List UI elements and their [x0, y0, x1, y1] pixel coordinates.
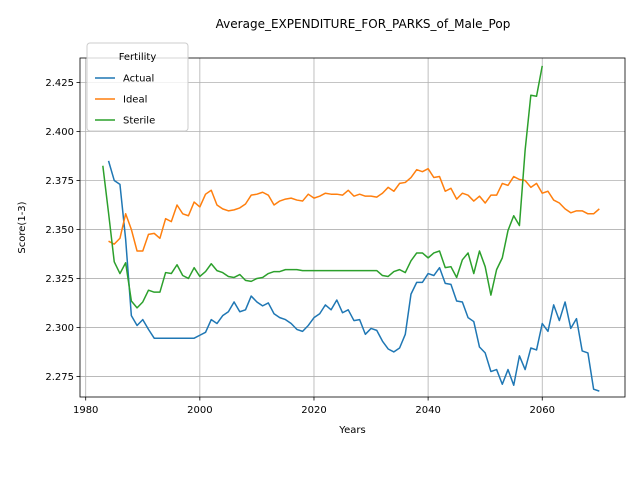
legend-label-actual: Actual [123, 74, 154, 85]
legend-title: Fertility [119, 52, 157, 63]
y-tick-label: 2.425 [45, 78, 74, 89]
y-axis-title: Score(1-3) [17, 201, 28, 253]
x-axis-title: Years [338, 425, 365, 436]
y-tick-label: 2.325 [45, 274, 74, 285]
legend: Fertility Actual Ideal Sterile [87, 43, 188, 131]
x-tick-label: 1980 [73, 405, 98, 416]
x-tick-label: 2020 [301, 405, 326, 416]
x-tick-label: 2000 [187, 405, 212, 416]
y-tick-label: 2.375 [45, 176, 74, 187]
x-tick-label: 2060 [530, 405, 555, 416]
y-tick-label: 2.400 [45, 127, 74, 138]
y-tick-label: 2.350 [45, 225, 74, 236]
y-tick-label: 2.275 [45, 372, 74, 383]
legend-label-sterile: Sterile [123, 116, 155, 127]
x-tick-label: 2040 [415, 405, 440, 416]
legend-label-ideal: Ideal [123, 95, 147, 106]
chart-title: Average_EXPENDITURE_FOR_PARKS_of_Male_Po… [216, 17, 511, 31]
y-tick-label: 2.300 [45, 323, 74, 334]
